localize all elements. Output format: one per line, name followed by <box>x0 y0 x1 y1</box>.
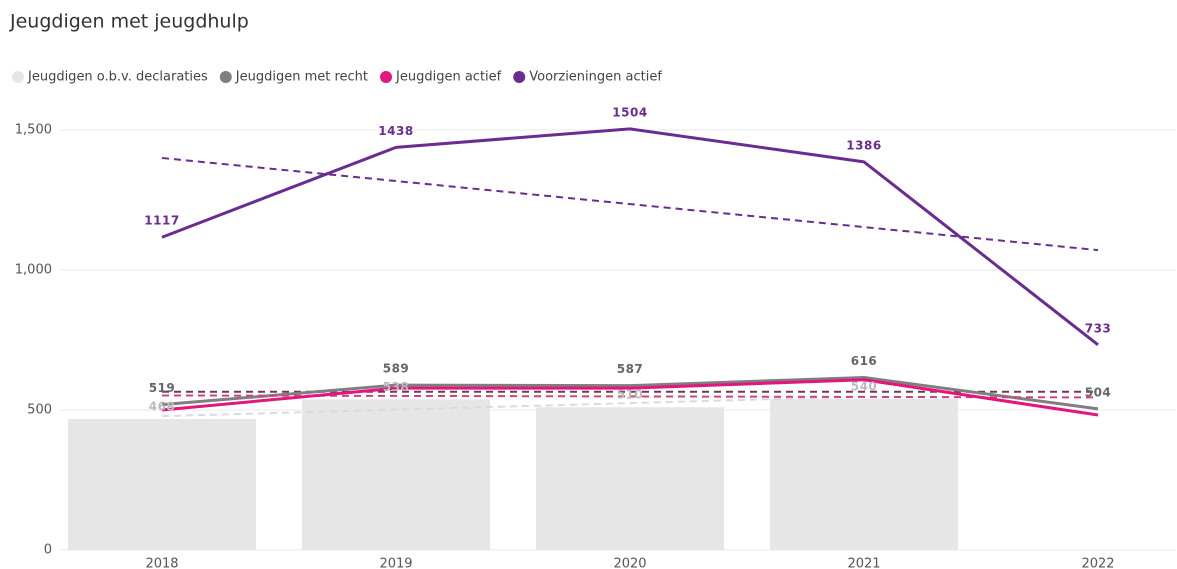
data-label: 510 <box>617 388 644 402</box>
legend-label: Jeugdigen actief <box>395 70 502 85</box>
x-tick-label: 2022 <box>1081 557 1114 569</box>
data-label: 587 <box>617 362 644 376</box>
legend-marker <box>380 71 393 83</box>
trend-line <box>161 157 1099 252</box>
data-label: 1504 <box>612 105 647 119</box>
y-tick-label: 0 <box>44 543 52 558</box>
data-label: 538 <box>383 380 410 394</box>
data-label: 468 <box>149 399 176 413</box>
line <box>161 376 1099 411</box>
data-label: 540 <box>851 379 878 393</box>
bar <box>68 418 256 550</box>
legend-marker <box>219 71 232 83</box>
legend-label: Jeugdigen met recht <box>235 70 368 85</box>
line <box>161 127 1099 346</box>
data-label: 504 <box>1085 385 1112 399</box>
legend-label: Voorzieningen actief <box>529 70 662 85</box>
x-tick-label: 2018 <box>145 557 178 569</box>
y-tick-label: 500 <box>27 403 52 418</box>
x-tick-label: 2020 <box>613 557 646 569</box>
chart-title: Jeugdigen met jeugdhulp <box>9 11 249 33</box>
trend-line <box>161 395 865 418</box>
x-tick-label: 2019 <box>379 557 412 569</box>
data-label: 1117 <box>144 214 179 228</box>
line <box>161 378 1099 417</box>
bar <box>770 398 958 550</box>
data-label: 616 <box>851 354 878 368</box>
legend-label: Jeugdigen o.b.v. declaraties <box>27 70 208 85</box>
data-label: 519 <box>149 381 176 395</box>
data-label: 733 <box>1085 321 1112 335</box>
y-tick-label: 1,000 <box>15 263 52 278</box>
data-label: 589 <box>383 362 410 376</box>
bar <box>302 399 490 550</box>
x-tick-label: 2021 <box>847 557 880 569</box>
legend-marker <box>513 71 526 83</box>
y-tick-label: 1,500 <box>15 123 52 138</box>
data-label: 1386 <box>846 138 881 152</box>
legend-marker <box>12 71 24 83</box>
bar <box>536 407 724 550</box>
data-label: 1438 <box>378 124 413 138</box>
